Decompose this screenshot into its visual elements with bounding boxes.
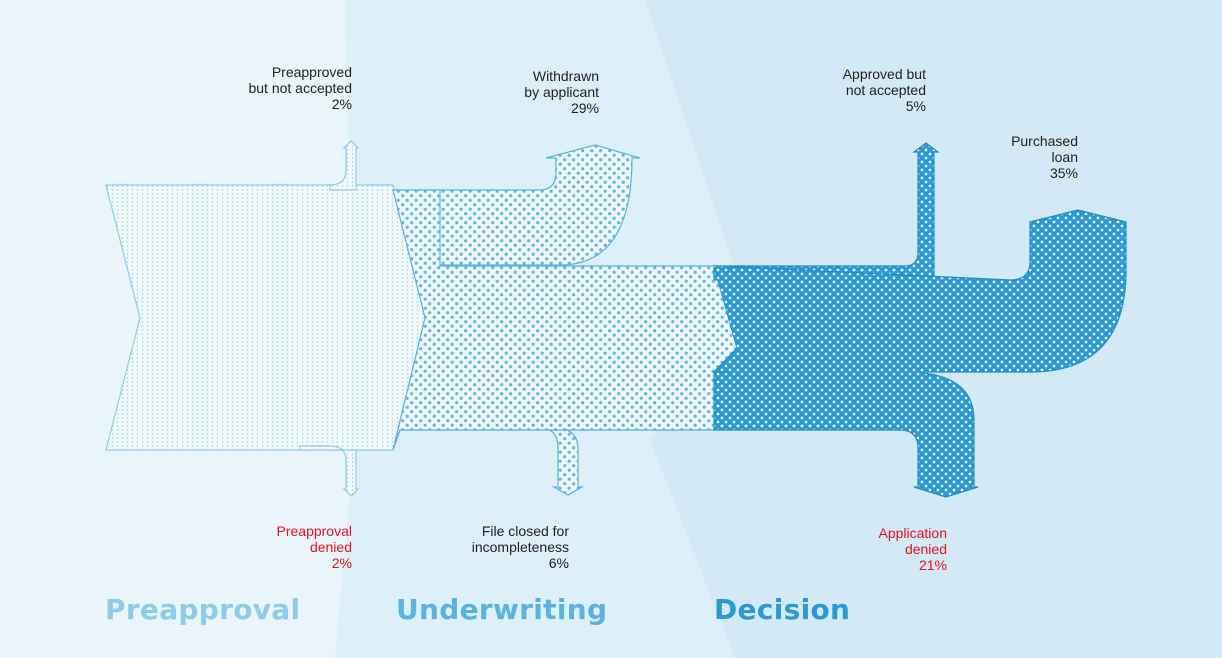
preapproval-denied-branch	[299, 445, 360, 497]
decision-left-fill	[714, 266, 930, 430]
label-preapproval-denied: Preapproval denied 2%	[276, 523, 353, 571]
stage-title-underwriting: Underwriting	[396, 593, 608, 626]
stage-title-preapproval: Preapproval	[105, 593, 301, 626]
stage-title-decision: Decision	[714, 593, 851, 626]
preapproval-flow	[105, 140, 426, 497]
label-approved-not-accepted: Approved but not accepted 5%	[842, 66, 926, 114]
label-preapproved-not-accepted: Preapproved but not accepted 2%	[248, 64, 352, 112]
label-purchased-loan: Purchased loan 35%	[1011, 133, 1078, 181]
approved-not-accepted-branch	[713, 142, 940, 281]
underwriting-flow	[392, 144, 738, 496]
label-application-denied: Application denied 21%	[878, 525, 948, 573]
label-file-closed-incompleteness: File closed for incompleteness 6%	[471, 523, 569, 571]
label-withdrawn-by-applicant: Withdrawn by applicant 29%	[524, 68, 599, 116]
decision-flow	[712, 142, 1127, 498]
preapproval-main-band	[105, 184, 426, 451]
withdrawn-by-applicant-branch	[393, 144, 641, 266]
preapproved-not-accepted-branch	[329, 140, 360, 191]
